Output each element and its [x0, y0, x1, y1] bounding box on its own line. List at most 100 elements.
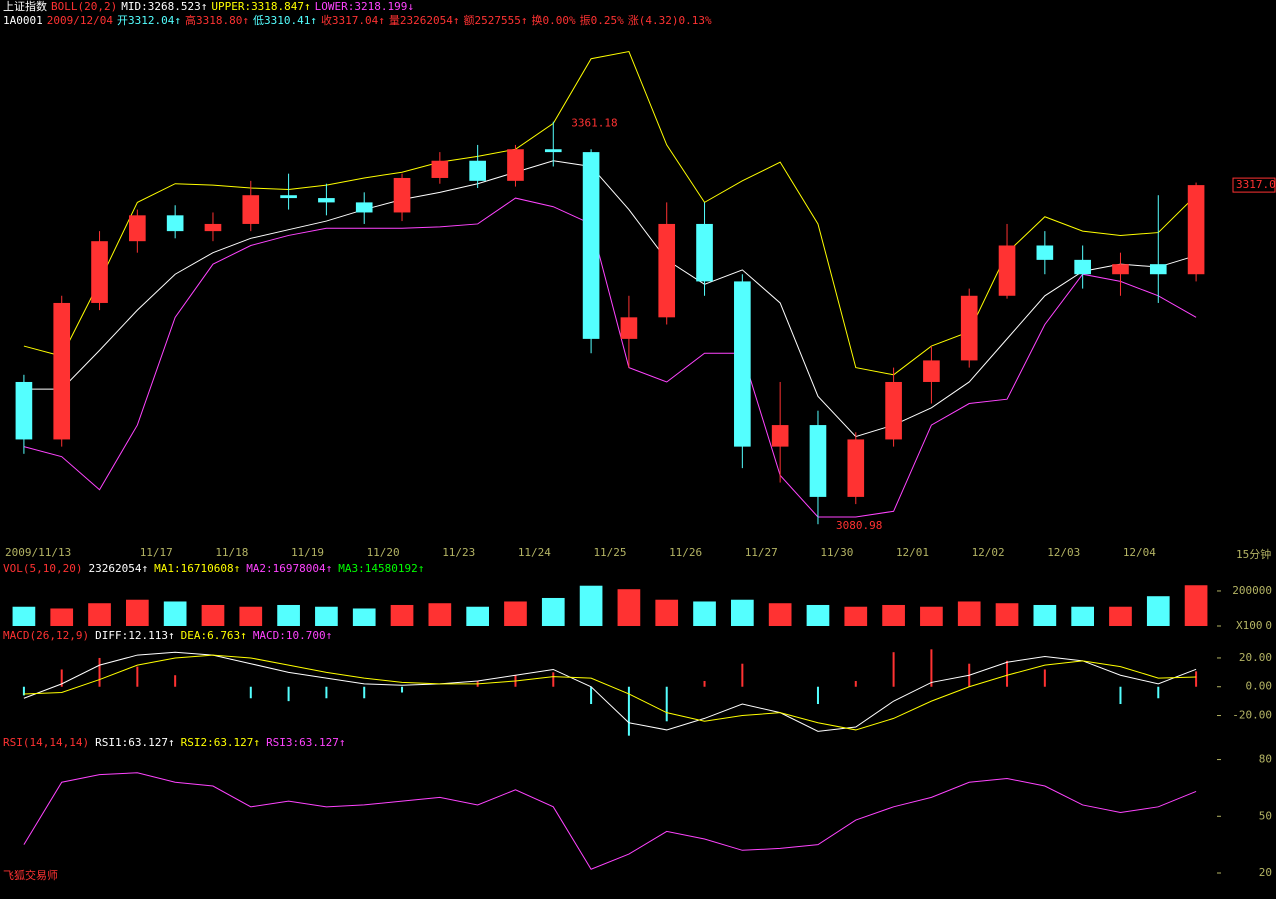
- header-line: 上证指数 BOLL(20,2) MID:3268.523↑ UPPER:3318.84…: [3, 0, 418, 13]
- volume-bar: [315, 606, 338, 626]
- macd-bar: [703, 680, 706, 687]
- header-item: BOLL(20,2): [51, 0, 118, 13]
- header-item: 1A0001: [3, 14, 43, 27]
- candle-body: [696, 223, 713, 282]
- candle-body: [469, 160, 486, 181]
- candle-body: [355, 202, 373, 213]
- legend-item: DIFF:12.113↑: [95, 629, 174, 642]
- volume-bar: [88, 603, 111, 626]
- low-label: 3080.98: [836, 519, 882, 532]
- x-tick-label: 11/24: [518, 546, 551, 559]
- candle-body: [1187, 185, 1205, 275]
- volume-bar: [126, 599, 149, 626]
- x-tick-label: 12/02: [972, 546, 1005, 559]
- candle-body: [507, 149, 524, 181]
- x-tick-label: 11/23: [442, 546, 475, 559]
- volume-bar: [239, 606, 263, 626]
- macd-bar: [930, 649, 933, 687]
- candle-body: [1112, 264, 1129, 275]
- y-tick-label: 0.00: [1246, 680, 1273, 693]
- macd-bar: [1157, 686, 1160, 699]
- header-item: 换0.00%: [531, 14, 576, 27]
- x-tick-label: 11/25: [593, 546, 626, 559]
- indicator-line: [23, 651, 1197, 732]
- price-label: 3317.0: [1236, 178, 1276, 191]
- x-tick-label: 11/19: [291, 546, 324, 559]
- candle-body: [771, 425, 789, 447]
- indicator-line: [23, 160, 1197, 438]
- candle-body: [544, 149, 562, 153]
- legend-item: MACD:10.700↑: [253, 629, 332, 642]
- legend-item: MACD(26,12,9): [3, 629, 89, 642]
- macd-bar: [816, 686, 819, 705]
- header-item: LOWER:3218.199↓: [314, 0, 415, 13]
- candle-body: [166, 215, 184, 232]
- header-item: 低3310.41↑: [252, 14, 317, 27]
- indicator-line: [23, 772, 1197, 870]
- period: 15分钟: [1236, 547, 1271, 561]
- macd-bar: [741, 663, 744, 687]
- header-line: 1A0001 2009/12/04 开3312.04↑ 高3318.80↑ 低3310.…: [3, 14, 716, 27]
- volume-bar: [466, 606, 489, 626]
- x-tick-label: 12/01: [896, 546, 929, 559]
- candle-body: [960, 295, 978, 361]
- candle-body: [318, 198, 335, 203]
- header-item: UPPER:3318.847↑: [211, 0, 311, 13]
- macd-bar: [401, 686, 404, 693]
- macd-bar: [1043, 669, 1046, 687]
- indicator-line: [23, 654, 1197, 731]
- volume-bar: [768, 603, 792, 626]
- price-box: [1232, 177, 1276, 193]
- legend-item: MA3:14580192↑: [338, 562, 424, 575]
- macd-bar: [892, 652, 895, 687]
- header-item: 高3318.80↑: [184, 14, 249, 27]
- volume-bar: [882, 604, 905, 626]
- volume-bar: [1109, 606, 1132, 626]
- candle-body: [658, 223, 676, 318]
- macd-bar: [22, 686, 25, 696]
- candle-body: [1074, 259, 1091, 275]
- macd-bar: [1006, 660, 1009, 687]
- legend-item: RSI1:63.127↑: [95, 736, 174, 749]
- legend-item: MA2:16978004↑: [246, 562, 332, 575]
- legend-item: VOL(5,10,20): [3, 562, 82, 575]
- candle-body: [53, 302, 71, 440]
- volume-bar: [390, 604, 414, 626]
- volume-bar: [995, 603, 1019, 626]
- candle-body: [1149, 264, 1167, 275]
- header-item: 2009/12/04: [46, 14, 113, 27]
- legend-item: RSI2:63.127↑: [181, 736, 260, 749]
- volume-bar: [806, 604, 830, 626]
- candle-body: [734, 281, 751, 447]
- macd-bar: [325, 686, 328, 699]
- y-tick-label: 20: [1259, 866, 1272, 879]
- x-tick-label: 11/17: [140, 546, 173, 559]
- volume-bar: [617, 589, 641, 626]
- macd-bar: [249, 686, 252, 699]
- macd-bar: [627, 686, 630, 736]
- header-item: 振0.25%: [579, 14, 624, 27]
- x-tick-label: 12/03: [1047, 546, 1080, 559]
- indicator-line: [23, 197, 1197, 518]
- macd-bar: [98, 657, 101, 687]
- macd-bar: [174, 675, 177, 687]
- candle-body: [809, 425, 827, 497]
- macd-bar: [1119, 686, 1122, 705]
- volume-bar: [277, 604, 300, 626]
- y-tick-label: 50: [1259, 809, 1272, 822]
- volume-bar: [655, 599, 679, 626]
- candle-body: [620, 317, 638, 339]
- x-tick-label: 11/18: [215, 546, 248, 559]
- volume-bar: [1033, 604, 1057, 626]
- x-tick-label: 11/20: [367, 546, 400, 559]
- macd-bar: [287, 686, 290, 702]
- volume-bar: [201, 604, 225, 626]
- volume-bar: [920, 606, 943, 626]
- y-tick-label: 20.00: [1239, 651, 1272, 664]
- y-tick-label: 200000: [1232, 584, 1272, 597]
- legend-item: RSI(14,14,14): [3, 736, 89, 749]
- candle-body: [582, 152, 600, 339]
- volume-bar: [844, 606, 868, 626]
- header-item: MID:3268.523↑: [121, 0, 208, 13]
